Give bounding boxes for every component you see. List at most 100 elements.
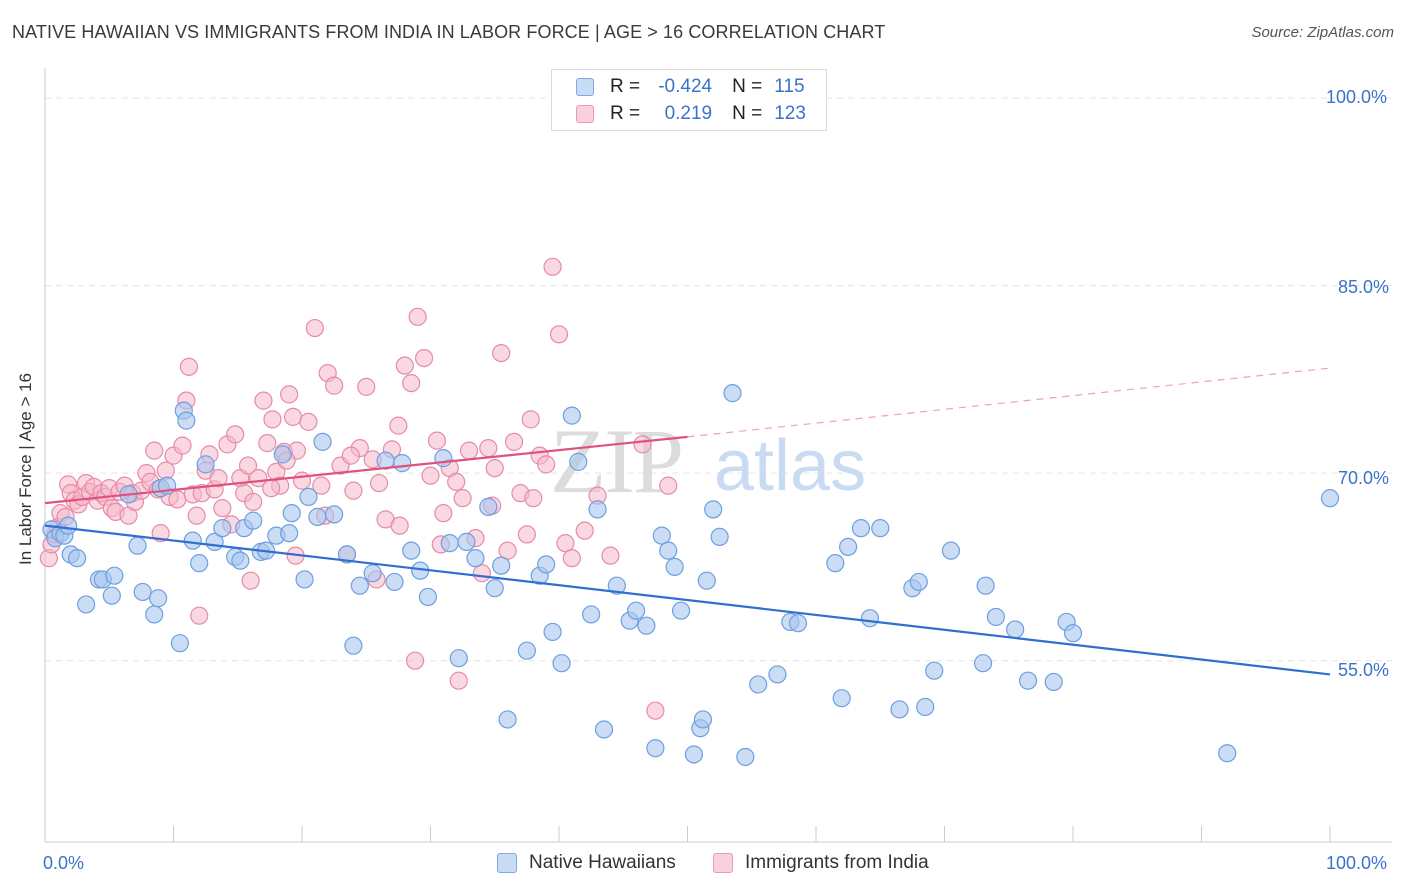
hawaiian-point: [909, 572, 928, 592]
hawaiian-point: [344, 636, 363, 655]
y-tick-label: 55.0%: [1338, 660, 1390, 680]
hawaiian-point: [826, 554, 845, 573]
india-point: [283, 407, 303, 426]
india-point: [258, 434, 277, 453]
india-point: [344, 481, 363, 500]
india-point: [402, 374, 421, 393]
correlation-legend: R = -0.424 N = 115 R = 0.219 N = 123: [551, 69, 827, 131]
india-point: [241, 571, 260, 590]
hawaiian-point: [77, 595, 96, 614]
legend-r-value: 0.219: [664, 103, 713, 124]
india-point: [312, 476, 331, 495]
india-point: [389, 416, 408, 435]
hawaiian-point: [594, 720, 614, 739]
chart-title: NATIVE HAWAIIAN VS IMMIGRANTS FROM INDIA…: [12, 22, 886, 42]
hawaiian-point: [280, 524, 299, 543]
india-point: [280, 385, 299, 404]
hawaiian-point: [337, 545, 357, 564]
hawaiian-point: [133, 582, 152, 602]
hawaiian-point: [986, 607, 1006, 627]
india-point: [485, 459, 504, 478]
india-point: [556, 534, 575, 553]
hawaiian-point: [626, 601, 646, 620]
hawaiian-point: [646, 739, 665, 758]
hawaiian-point: [543, 622, 562, 642]
hawaiian-point: [190, 554, 209, 573]
hawaiian-point: [659, 541, 678, 560]
hawaiian-point: [313, 432, 332, 451]
hawaiian-point: [788, 614, 808, 633]
india-point: [492, 343, 511, 363]
india-point: [449, 671, 468, 690]
hawaiian-point: [832, 689, 851, 708]
hawaiian-point: [299, 487, 318, 506]
hawaiian-point: [485, 579, 504, 598]
hawaiian-point: [244, 511, 263, 530]
hawaiian-point: [308, 507, 327, 526]
hawaiian-point: [665, 557, 684, 577]
hawaiian-point: [1018, 671, 1038, 690]
watermark: ZIP atlas: [550, 410, 866, 512]
hawaiian-point: [671, 601, 691, 620]
hawaiian-point: [652, 526, 671, 545]
x-min-label: 0.0%: [43, 853, 85, 873]
hawaiian-point: [418, 587, 438, 607]
hawaiian-point: [582, 605, 601, 624]
legend-n-value: 123: [774, 103, 806, 124]
india-point: [395, 356, 414, 375]
legend-n-value: 115: [774, 76, 805, 97]
legend-swatch-pink: [576, 105, 594, 123]
y-axis-label: In Labor Force | Age > 16: [16, 372, 35, 565]
hawaiian-point: [325, 505, 344, 524]
india-point: [179, 357, 199, 376]
bottom-legend-label: Native Hawaiians: [529, 852, 676, 873]
india-point: [244, 492, 263, 511]
hawaiian-point: [693, 710, 713, 729]
hawaiian-point: [537, 555, 556, 574]
india-point: [209, 469, 228, 488]
legend-row-native-hawaiians: R = -0.424 N = 115: [576, 74, 805, 100]
india-point: [447, 472, 466, 491]
series-native-hawaiians-points: [42, 384, 1340, 767]
legend-r-label: R =: [610, 103, 641, 124]
india-point: [633, 435, 652, 454]
hawaiian-point: [637, 616, 656, 635]
india-point: [524, 489, 543, 508]
hawaiian-point: [704, 500, 723, 519]
legend-n-label: N =: [732, 103, 763, 124]
india-point: [549, 325, 569, 344]
trend-lines: [44, 367, 1331, 676]
bottom-legend-label: Immigrants from India: [745, 852, 929, 873]
hawaiian-point: [976, 576, 995, 595]
india-point: [453, 489, 472, 508]
hawaiian-point: [697, 571, 716, 590]
bottom-legend-native-hawaiians: Native Hawaiians: [497, 852, 676, 874]
bottom-legend-swatch-pink: [713, 853, 733, 873]
hawaiian-point: [213, 519, 232, 538]
hawaiian-point: [890, 700, 909, 719]
hawaiian-point: [749, 675, 768, 694]
hawaiian-point: [148, 589, 168, 608]
india-point: [537, 455, 556, 474]
y-tick-label: 70.0%: [1338, 468, 1390, 488]
hawaiian-point: [273, 445, 292, 464]
hawaiian-point: [466, 549, 485, 568]
india-point: [151, 524, 170, 543]
india-point: [238, 456, 258, 475]
hawaiian-point: [363, 564, 382, 583]
india-point: [479, 439, 498, 458]
india-point: [517, 525, 536, 544]
hawaiian-point: [196, 455, 215, 474]
hawaiian-point: [941, 541, 961, 560]
bottom-legend-immigrants-from-india: Immigrants from India: [713, 852, 929, 874]
hawaiian-point: [170, 634, 190, 653]
india-point: [263, 410, 282, 429]
hawaiian-point: [393, 454, 412, 473]
india-point: [601, 546, 620, 565]
hawaiian-point: [350, 576, 369, 595]
hawaiian-point: [492, 556, 511, 575]
india-point: [521, 410, 540, 429]
india-point: [414, 348, 434, 368]
hawaiian-point: [68, 549, 87, 568]
hawaiian-point: [925, 661, 944, 680]
